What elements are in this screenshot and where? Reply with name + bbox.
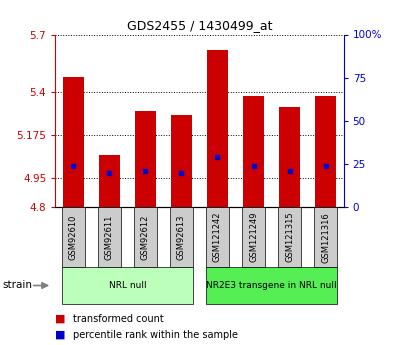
Text: GSM92610: GSM92610 xyxy=(69,215,78,260)
Text: NR2E3 transgene in NRL null: NR2E3 transgene in NRL null xyxy=(206,281,337,290)
Text: GSM92613: GSM92613 xyxy=(177,215,186,260)
Bar xyxy=(206,267,337,304)
Text: ■: ■ xyxy=(55,330,66,339)
Bar xyxy=(98,207,121,267)
Text: percentile rank within the sample: percentile rank within the sample xyxy=(73,330,238,339)
Bar xyxy=(206,207,229,267)
Bar xyxy=(278,207,301,267)
Bar xyxy=(314,207,337,267)
Text: NRL null: NRL null xyxy=(109,281,146,290)
Text: ■: ■ xyxy=(55,314,66,324)
Text: GSM121316: GSM121316 xyxy=(321,212,330,263)
Bar xyxy=(62,77,84,207)
Text: GSM92612: GSM92612 xyxy=(141,215,150,260)
Text: GSM121315: GSM121315 xyxy=(285,212,294,263)
Bar xyxy=(171,115,192,207)
Bar xyxy=(99,155,120,207)
Bar xyxy=(134,207,157,267)
Text: GSM92611: GSM92611 xyxy=(105,215,114,260)
Bar xyxy=(279,107,300,207)
Bar xyxy=(62,267,193,304)
Bar xyxy=(242,207,265,267)
Text: GSM121249: GSM121249 xyxy=(249,212,258,263)
Bar xyxy=(315,96,337,207)
Bar xyxy=(62,207,85,267)
Text: transformed count: transformed count xyxy=(73,314,164,324)
Text: GSM121242: GSM121242 xyxy=(213,212,222,263)
Bar xyxy=(135,111,156,207)
Bar xyxy=(243,96,264,207)
Bar xyxy=(207,50,228,207)
Title: GDS2455 / 1430499_at: GDS2455 / 1430499_at xyxy=(127,19,272,32)
Text: strain: strain xyxy=(2,280,32,290)
Bar xyxy=(170,207,193,267)
